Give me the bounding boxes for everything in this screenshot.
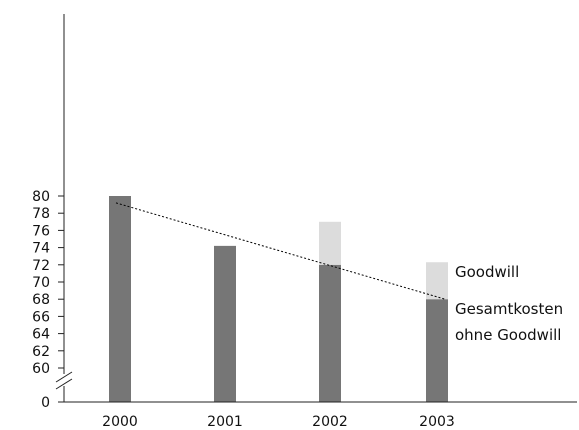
x-labels-layer: 2000 2001 2002 2003 [102, 414, 455, 430]
y-tick-label-70: 70 [32, 275, 50, 291]
x-label-2000: 2000 [102, 414, 138, 430]
y-tick-label-66: 66 [32, 309, 50, 325]
trendline [115, 202, 446, 300]
axis-break-mark-2 [55, 378, 73, 390]
x-label-2002: 2002 [312, 414, 348, 430]
y-tick-label-0: 0 [41, 395, 50, 411]
bar-2002-gesamtkosten [319, 264, 341, 402]
bar-2001-gesamtkosten [214, 245, 236, 402]
y-tick-label-64: 64 [32, 327, 50, 343]
x-label-2003: 2003 [419, 414, 455, 430]
bar-2002-goodwill [319, 221, 341, 265]
bar-2000-gesamtkosten [109, 196, 131, 402]
y-tick-label-68: 68 [32, 292, 50, 308]
y-tick-label-78: 78 [32, 206, 50, 222]
trendline-layer [115, 202, 446, 300]
y-tick-label-72: 72 [32, 258, 50, 274]
series-label-gesamtkosten-1: Gesamtkosten [455, 300, 563, 318]
y-tick-label-76: 76 [32, 223, 50, 239]
y-tick-label-60: 60 [32, 361, 50, 377]
bar-2003-gesamtkosten [426, 299, 448, 402]
y-tick-label-80: 80 [32, 189, 50, 205]
series-label-goodwill: Goodwill [455, 263, 519, 281]
series-labels-layer: Goodwill Gesamtkosten ohne Goodwill [455, 263, 563, 344]
bars-layer [109, 196, 448, 402]
x-label-2001: 2001 [207, 414, 243, 430]
axes-layer [55, 14, 577, 403]
bar-2003-goodwill [426, 262, 448, 300]
axis-break-mark-1 [55, 371, 73, 383]
series-label-gesamtkosten-2: ohne Goodwill [455, 326, 561, 344]
y-tick-label-74: 74 [32, 241, 50, 257]
y-tick-label-62: 62 [32, 344, 50, 360]
